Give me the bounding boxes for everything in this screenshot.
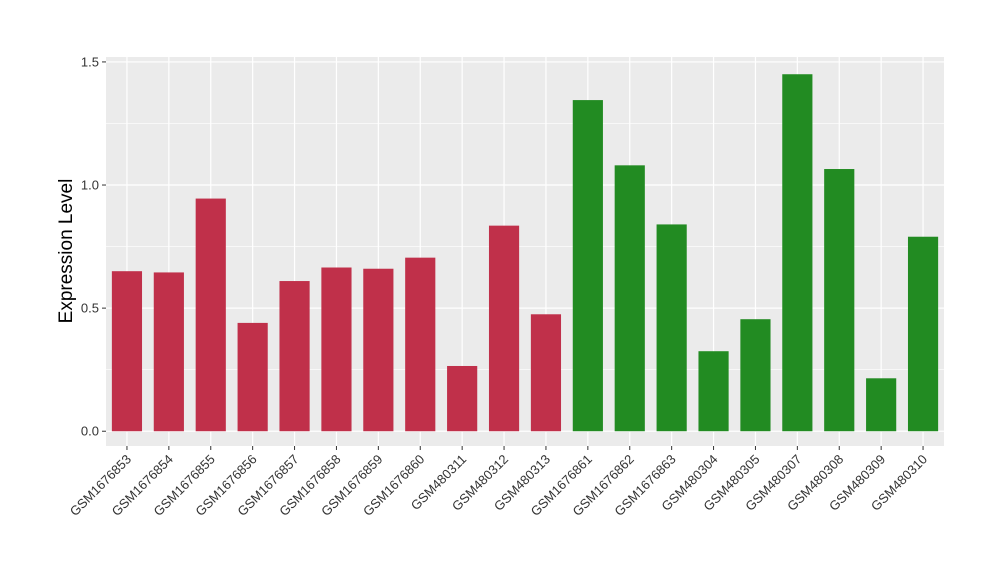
x-axis: GSM1676853GSM1676854GSM1676855GSM1676856… [67,446,930,519]
bar-GSM480312 [488,225,520,432]
bar-GSM1676860 [405,257,436,432]
y-axis-title: Expression Level [56,179,77,324]
bar-GSM1676859 [363,268,394,432]
bar-GSM480305 [740,319,771,432]
bar-GSM1676863 [656,224,687,432]
bar-GSM480307 [782,74,813,432]
bar-GSM1676855 [195,198,226,432]
y-tick-label: 0.0 [81,424,99,439]
y-tick-label: 1.5 [81,54,99,69]
bar-GSM480310 [907,236,939,432]
bar-GSM1676854 [153,272,184,432]
bar-GSM480308 [824,169,855,432]
plot-panel [106,57,944,446]
bar-GSM1676862 [614,165,645,432]
bar-GSM480309 [866,378,897,432]
bars [111,74,939,432]
bar-GSM1676853 [111,271,143,432]
y-axis: 0.0 0.5 1.0 1.5 [81,54,106,439]
y-tick-label: 1.0 [81,178,99,193]
bar-GSM1676856 [237,322,268,432]
y-tick-label: 0.5 [81,301,99,316]
bar-GSM480304 [698,351,729,432]
bar-GSM1676858 [321,267,352,432]
bar-GSM1676861 [572,100,603,432]
bar-GSM480313 [530,314,562,432]
bar-GSM1676857 [279,281,310,432]
bar-GSM480311 [447,365,478,432]
